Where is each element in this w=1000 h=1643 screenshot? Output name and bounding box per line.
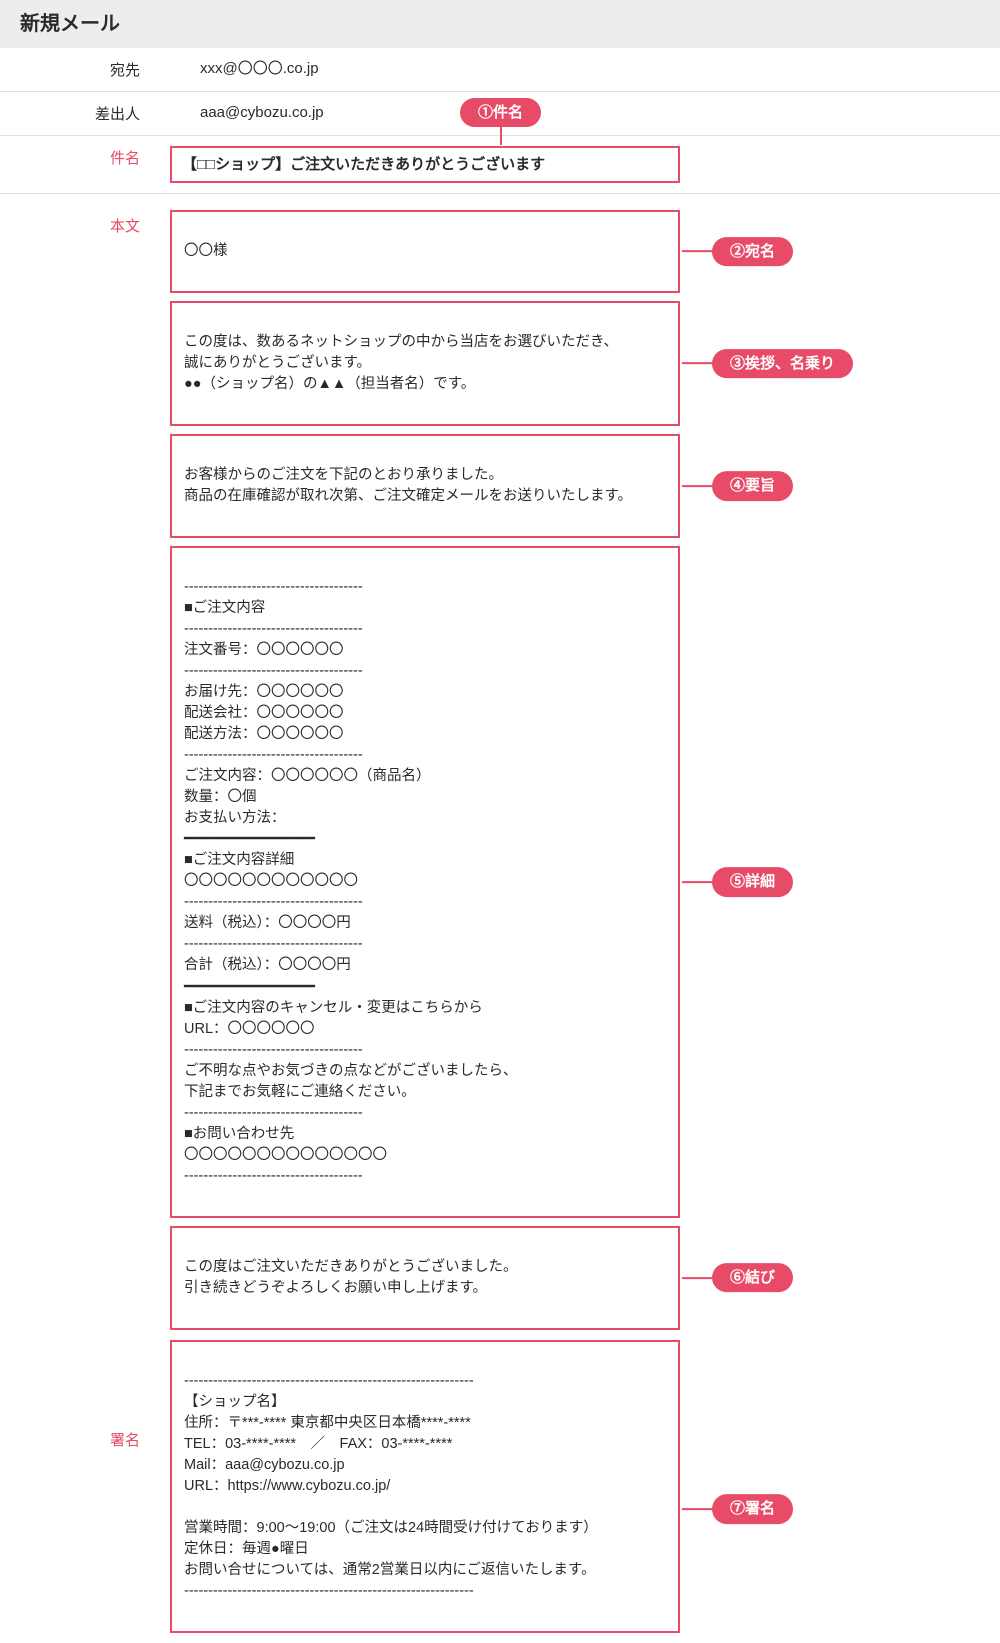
body-row: 本文 〇〇様 ②宛名 この度は、数あるネットショップの中から当店をお選びいただき…	[0, 194, 1000, 1340]
summary-text: お客様からのご注文を下記のとおり承りました。 商品の在庫確認が取れ次第、ご注文確…	[184, 467, 632, 504]
details-text: ------------------------------------- ■ご…	[184, 579, 518, 1183]
summary-box: お客様からのご注文を下記のとおり承りました。 商品の在庫確認が取れ次第、ご注文確…	[170, 434, 680, 538]
callout-intro-label: ③挨拶、名乗り	[712, 349, 853, 379]
callout-closing-label: ⑥結び	[712, 1263, 793, 1293]
greeting-box: 〇〇様 ②宛名	[170, 210, 680, 293]
from-value: aaa@cybozu.co.jp	[170, 102, 1000, 123]
signature-box: ----------------------------------------…	[170, 1340, 680, 1633]
from-label: 差出人	[0, 102, 170, 125]
callout-summary-label: ④要旨	[712, 471, 793, 501]
greeting-text: 〇〇様	[184, 243, 228, 259]
callout-details-label: ⑤詳細	[712, 867, 793, 897]
callout-details: ⑤詳細	[682, 867, 793, 897]
signature-row: 署名 -------------------------------------…	[0, 1340, 1000, 1643]
callout-subject-label: ①件名	[460, 98, 541, 127]
callout-intro: ③挨拶、名乗り	[682, 349, 853, 379]
intro-box: この度は、数あるネットショップの中から当店をお選びいただき、 誠にありがとうござ…	[170, 301, 680, 426]
page-title: 新規メール	[0, 0, 1000, 48]
callout-greeting-label: ②宛名	[712, 237, 793, 267]
details-box: ------------------------------------- ■ご…	[170, 546, 680, 1217]
subject-label: 件名	[0, 146, 170, 169]
callout-closing: ⑥結び	[682, 1263, 793, 1293]
callout-greeting: ②宛名	[682, 237, 793, 267]
intro-text: この度は、数あるネットショップの中から当店をお選びいただき、 誠にありがとうござ…	[184, 334, 618, 392]
callout-signature-label: ⑦署名	[712, 1495, 793, 1525]
signature-text: ----------------------------------------…	[184, 1373, 598, 1599]
body-label: 本文	[0, 210, 170, 237]
signature-label: 署名	[0, 1340, 170, 1451]
to-label: 宛先	[0, 58, 170, 81]
callout-signature: ⑦署名	[682, 1495, 793, 1525]
closing-text: この度はご注文いただきありがとうございました。 引き続きどうぞよろしくお願い申し…	[184, 1259, 518, 1296]
to-row: 宛先 xxx@〇〇〇.co.jp	[0, 48, 1000, 92]
closing-box: この度はご注文いただきありがとうございました。 引き続きどうぞよろしくお願い申し…	[170, 1226, 680, 1330]
callout-summary: ④要旨	[682, 471, 793, 501]
subject-row: 件名 【□□ショップ】ご注文いただきありがとうございます	[0, 136, 1000, 194]
from-row: 差出人 aaa@cybozu.co.jp ①件名	[0, 92, 1000, 136]
to-value: xxx@〇〇〇.co.jp	[170, 58, 1000, 79]
subject-box: 【□□ショップ】ご注文いただきありがとうございます	[170, 146, 680, 183]
